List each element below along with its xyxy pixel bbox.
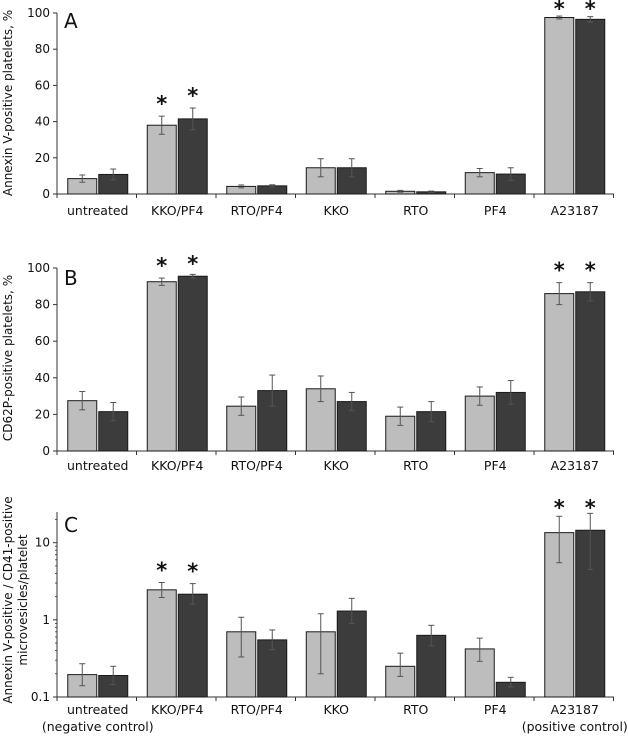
category-sublabel: (negative control) [42, 719, 154, 734]
y-axis-label: CD62P-positive platelets, % [1, 275, 15, 441]
y-tick-label: 20 [35, 407, 50, 421]
y-tick-label: 100 [27, 6, 50, 20]
category-label: untreated [67, 203, 129, 218]
bar-dark [177, 275, 208, 452]
y-axis-label: Annexin V-positive platelets, % [1, 10, 15, 196]
bar-dark [575, 18, 606, 195]
y-tick-label: 80 [35, 298, 50, 312]
significance-star: * [156, 92, 167, 116]
category-label: KKO/PF4 [151, 203, 203, 218]
y-axis-label: Annexin V-positive / CD41-positive [1, 496, 15, 703]
significance-star: * [585, 259, 596, 283]
category-label: RTO/PF4 [231, 458, 283, 473]
bar-light [146, 589, 177, 698]
significance-star: * [187, 252, 198, 276]
category-sublabel: (positive control) [522, 719, 628, 734]
category-label: untreated [67, 702, 129, 717]
bar-light [146, 124, 177, 195]
category-label: KKO/PF4 [151, 458, 203, 473]
significance-star: * [187, 560, 198, 584]
y-tick-label: 40 [35, 115, 50, 129]
panel-letter: C [64, 513, 78, 537]
category-label: RTO/PF4 [231, 203, 283, 218]
category-label: A23187 [551, 203, 599, 218]
y-tick-label: 1 [42, 613, 50, 627]
category-label: A23187 [551, 702, 599, 717]
bar-light [544, 293, 575, 452]
category-label: PF4 [484, 702, 507, 717]
bar-dark [575, 291, 606, 452]
chart-panel-c: 0.1 1 10 untreated (negative control) * * KKO/P… [1, 496, 628, 734]
significance-star: * [187, 84, 198, 108]
category-label: PF4 [484, 203, 507, 218]
significance-star: * [156, 254, 167, 278]
significance-star: * [156, 558, 167, 582]
category-label: A23187 [551, 458, 599, 473]
y-axis-label: microvesicles/platelet [16, 534, 30, 665]
significance-star: * [554, 259, 565, 283]
category-label: RTO [403, 203, 428, 218]
chart-panel-b: 0 20 40 60 80 100 untreated * * KKO/PF4 RTO/PF4 KKO… [1, 252, 614, 473]
y-tick-label: 80 [35, 42, 50, 56]
category-label: KKO [323, 458, 349, 473]
y-tick-label: 0.1 [31, 690, 50, 704]
panel-letter: B [64, 266, 78, 290]
category-label: RTO/PF4 [231, 702, 283, 717]
panel-letter: A [64, 9, 78, 33]
y-tick-label: 60 [35, 78, 50, 92]
y-tick-label: 10 [35, 536, 50, 550]
significance-star: * [554, 0, 565, 21]
bar-light [544, 17, 575, 195]
y-tick-label: 100 [27, 261, 50, 275]
y-tick-label: 40 [35, 371, 50, 385]
chart-panel-a: 0 20 40 60 80 100 untreated * * KKO/PF4 RTO/PF4 KKO… [1, 0, 614, 218]
category-label: PF4 [484, 458, 507, 473]
bar-dark [177, 593, 208, 698]
y-tick-label: 0 [42, 444, 50, 458]
significance-star: * [585, 496, 596, 520]
category-label: RTO [403, 702, 428, 717]
y-tick-label: 20 [35, 151, 50, 165]
significance-star: * [554, 496, 565, 520]
category-label: RTO [403, 458, 428, 473]
bar-light [146, 281, 177, 452]
significance-star: * [585, 0, 596, 21]
y-tick-label: 0 [42, 187, 50, 201]
category-label: untreated [67, 458, 129, 473]
category-label: KKO [323, 702, 349, 717]
bar-dark [257, 639, 288, 698]
bar-dark [336, 610, 367, 698]
category-label: KKO/PF4 [151, 702, 203, 717]
category-label: KKO [323, 203, 349, 218]
y-tick-label: 60 [35, 334, 50, 348]
